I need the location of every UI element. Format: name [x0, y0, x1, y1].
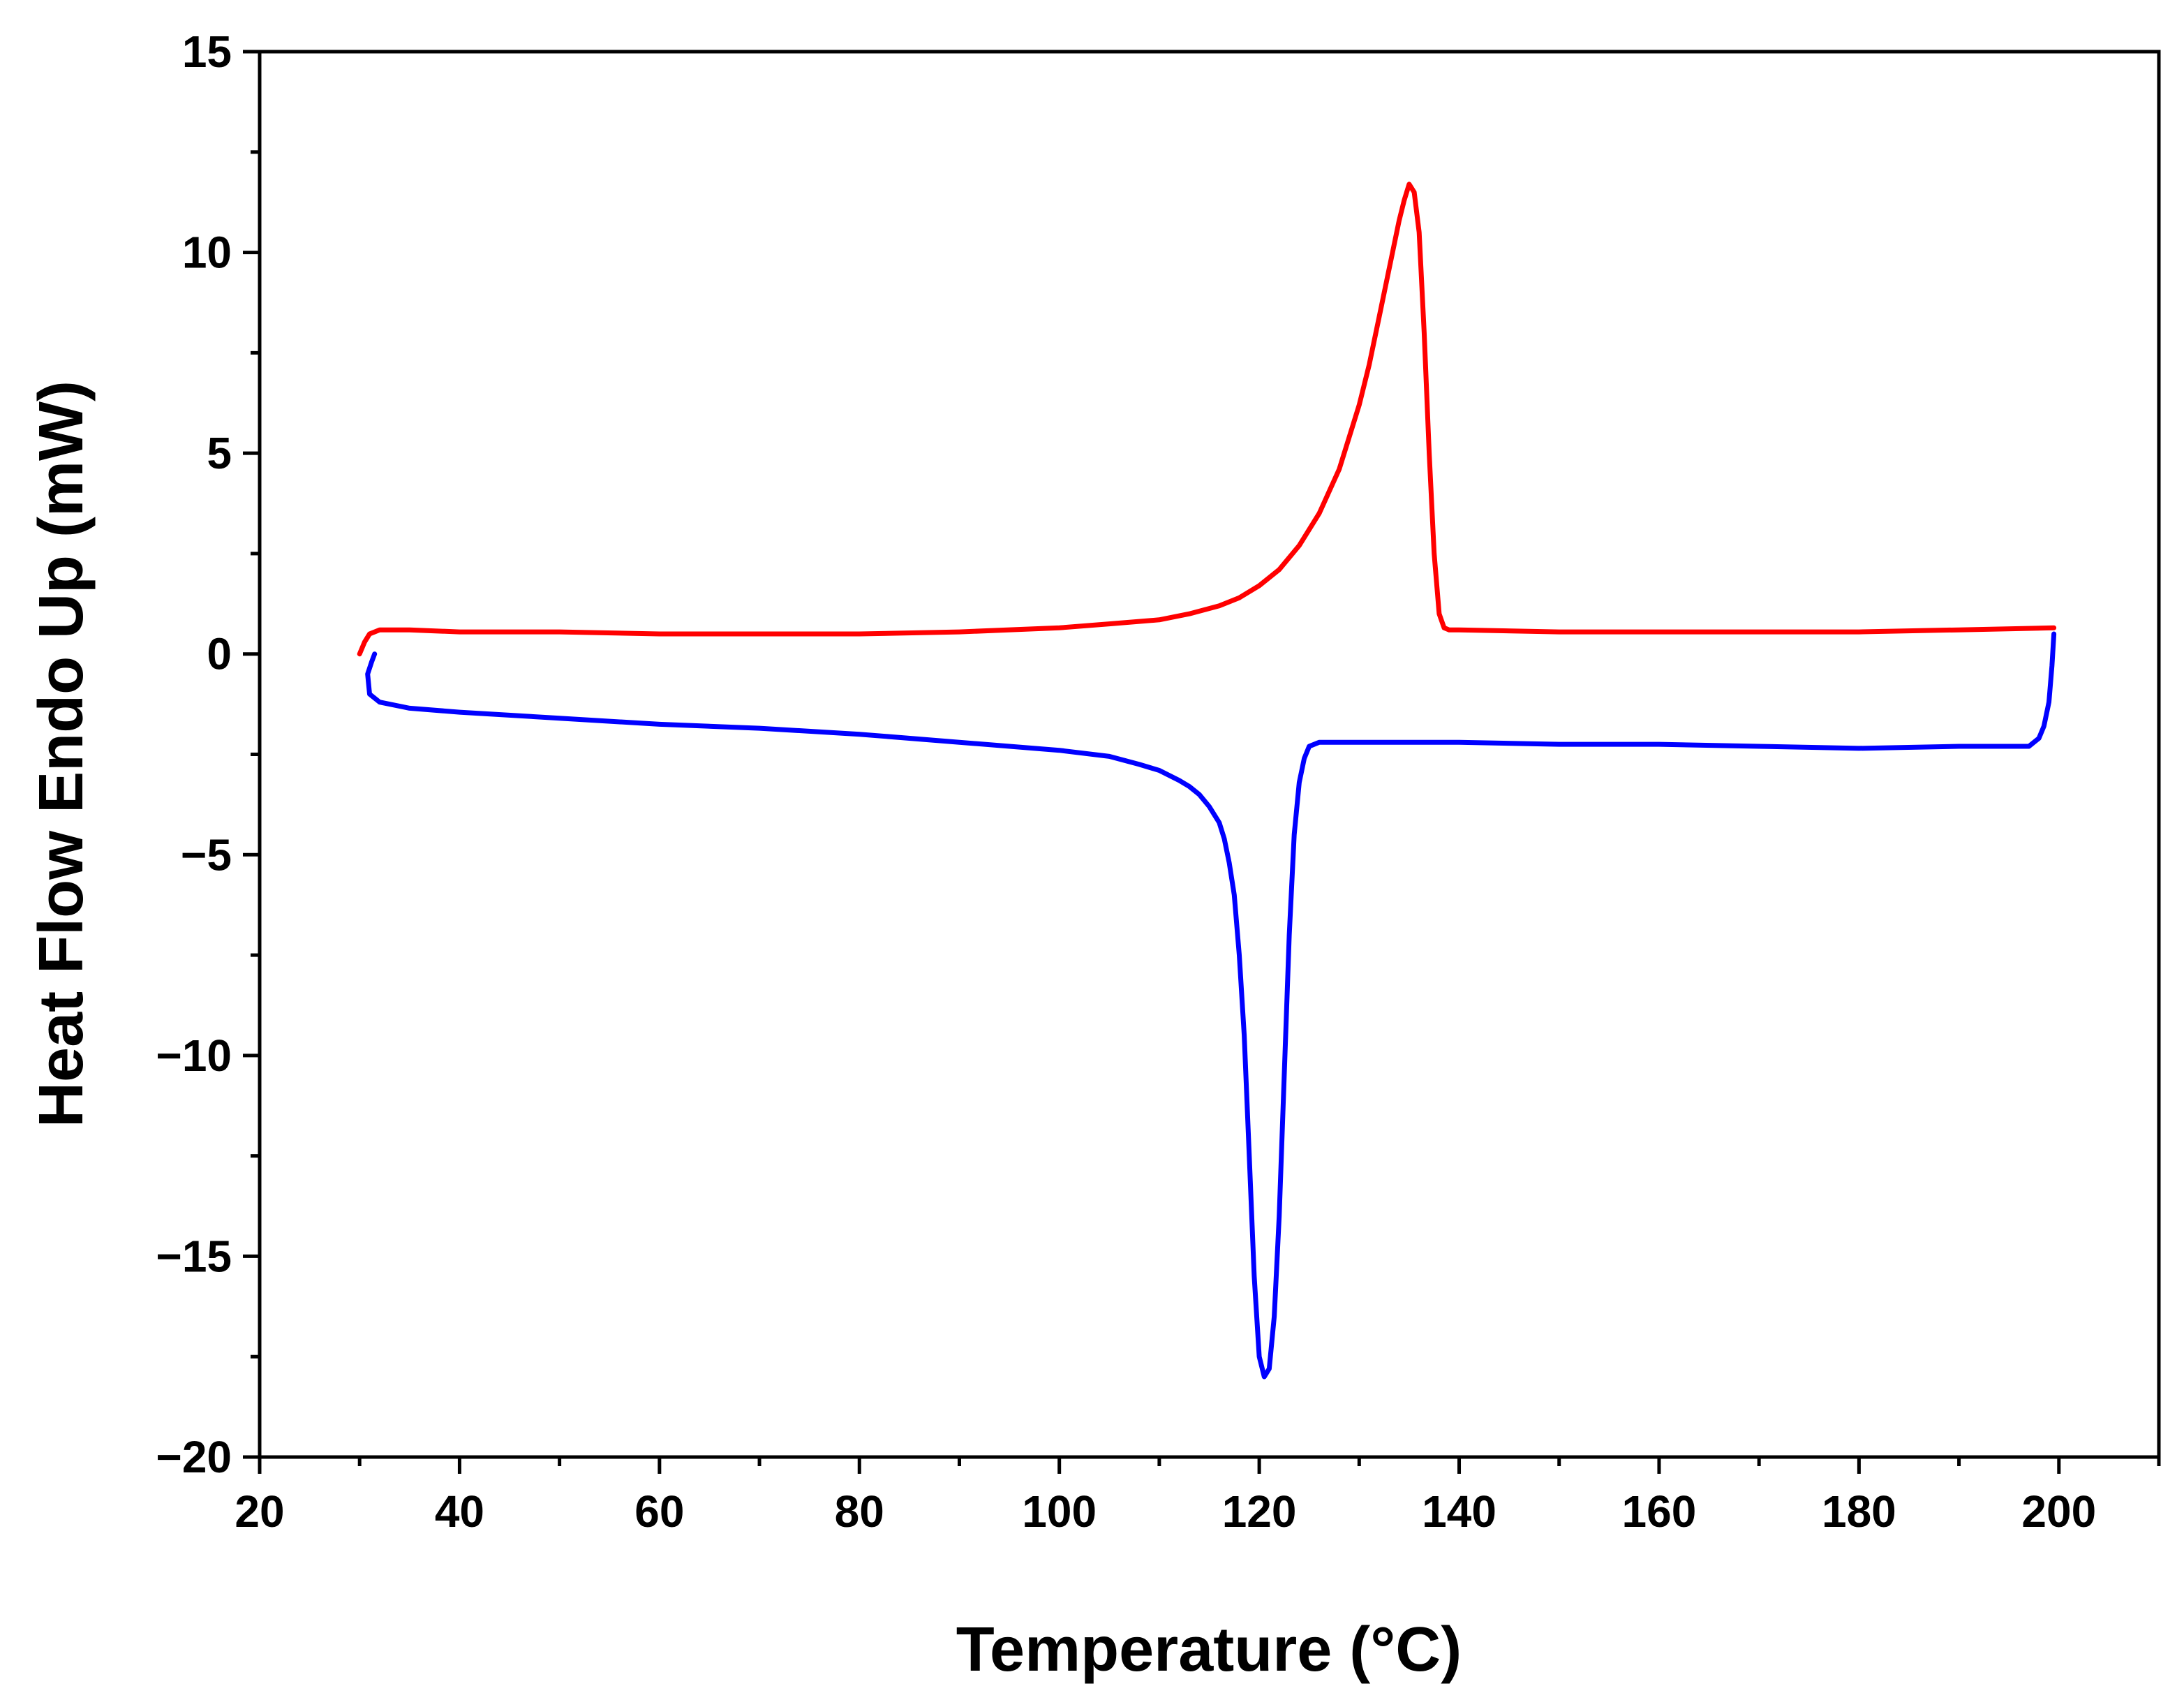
x-tick-label: 60 — [634, 1486, 684, 1537]
x-tick-label: 40 — [435, 1486, 484, 1537]
x-tick-label: 140 — [1422, 1486, 1496, 1537]
x-tick-label: 100 — [1022, 1486, 1097, 1537]
y-tick-label: 10 — [182, 228, 232, 278]
x-tick-label: 80 — [835, 1486, 884, 1537]
y-tick-label: −5 — [181, 829, 232, 880]
y-axis-title: Heat Flow Endo Up (mW) — [27, 380, 96, 1128]
series-line-heating — [357, 182, 2057, 657]
x-axis-title: Temperature (°C) — [956, 1615, 1462, 1685]
x-axis-ticks: 20 40 60 80 100 120 140 160 180 200 — [235, 1457, 2161, 1537]
y-tick-label: −10 — [156, 1030, 232, 1081]
y-tick-label: 0 — [207, 629, 232, 679]
y-tick-label: 15 — [182, 27, 232, 77]
x-tick-label: 20 — [235, 1486, 284, 1537]
y-tick-label: 5 — [207, 428, 232, 478]
series-layer — [357, 182, 2057, 1380]
x-tick-label: 200 — [2021, 1486, 2096, 1537]
y-axis-ticks: −20 −15 −10 −5 0 5 10 15 — [156, 27, 260, 1482]
x-tick-label: 120 — [1222, 1486, 1297, 1537]
x-tick-label: 160 — [1622, 1486, 1697, 1537]
series-line-cooling — [365, 631, 2057, 1380]
x-tick-label: 180 — [1822, 1486, 1896, 1537]
y-tick-label: −20 — [156, 1432, 232, 1482]
y-tick-label: −15 — [156, 1231, 232, 1281]
